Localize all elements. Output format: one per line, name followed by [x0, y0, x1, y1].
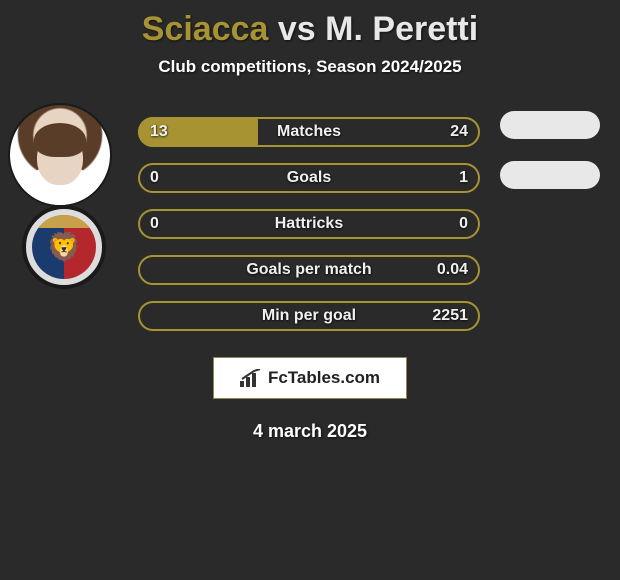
stat-value-right: 2251: [432, 301, 468, 331]
stat-row-3: Goals per match0.04: [138, 255, 480, 285]
title-vs: vs: [278, 10, 316, 48]
pill-1: [500, 161, 600, 189]
stat-label: Goals: [138, 163, 480, 193]
comparison-date: 4 march 2025: [0, 421, 620, 442]
stat-row-2: 0Hattricks0: [138, 209, 480, 239]
branding-text: FcTables.com: [268, 368, 380, 387]
club-crest-icon: 🦁: [47, 231, 82, 264]
title-player1: Sciacca: [142, 10, 269, 48]
stat-label: Goals per match: [138, 255, 480, 285]
main-area: 🦁 13Matches240Goals10Hattricks0Goals per…: [0, 117, 620, 442]
comparison-card: Sciacca vs M. Peretti Club competitions,…: [0, 0, 620, 442]
stat-row-1: 0Goals1: [138, 163, 480, 193]
comparison-title: Sciacca vs M. Peretti: [0, 10, 620, 49]
avatar-player: [8, 103, 112, 207]
stat-label: Hattricks: [138, 209, 480, 239]
pills-column: [500, 111, 600, 211]
stat-label: Min per goal: [138, 301, 480, 331]
stat-value-right: 0: [459, 209, 468, 239]
stat-value-right: 24: [450, 117, 468, 147]
title-player2: M. Peretti: [325, 10, 478, 48]
stat-value-right: 1: [459, 163, 468, 193]
stat-bars: 13Matches240Goals10Hattricks0Goals per m…: [138, 117, 480, 331]
stat-label: Matches: [138, 117, 480, 147]
stat-row-0: 13Matches24: [138, 117, 480, 147]
pill-0: [500, 111, 600, 139]
branding-badge: FcTables.com: [213, 357, 407, 399]
stat-value-right: 0.04: [437, 255, 468, 285]
avatar-club: 🦁: [22, 205, 106, 289]
branding-chart-icon: [240, 369, 262, 387]
avatars-column: 🦁: [8, 103, 112, 289]
stat-row-4: Min per goal2251: [138, 301, 480, 331]
comparison-subtitle: Club competitions, Season 2024/2025: [0, 57, 620, 77]
